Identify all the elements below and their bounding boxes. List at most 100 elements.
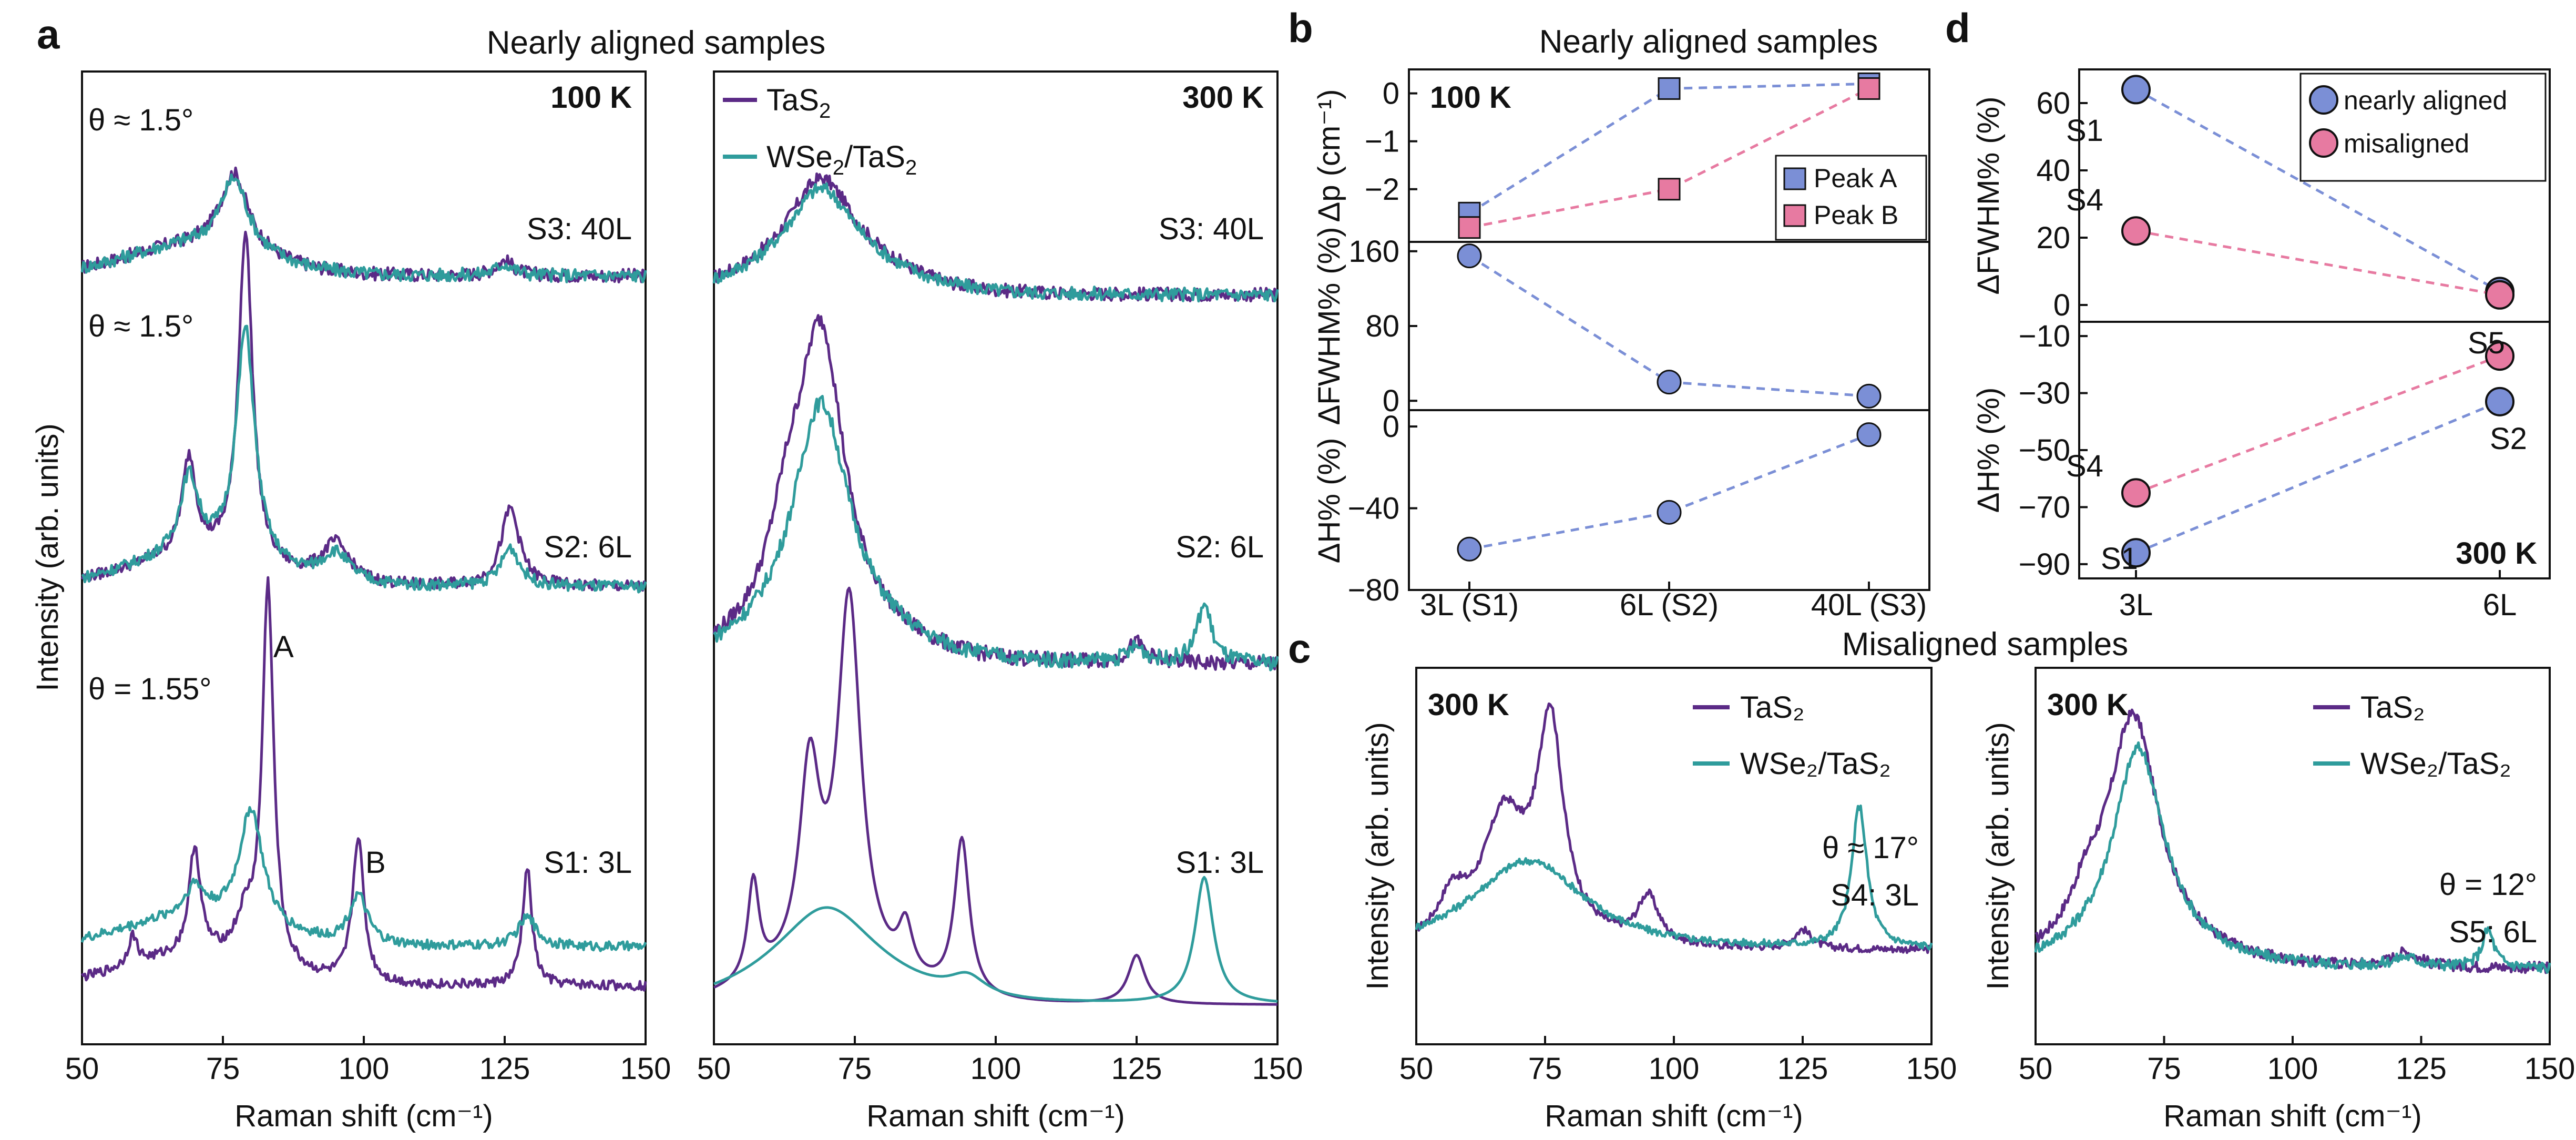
label-d-s1-bot: S1	[2101, 542, 2138, 576]
frame-c-right	[2035, 667, 2551, 1045]
ylabel-b-h: ΔH% (%)	[1312, 438, 1346, 564]
x-tick-label-3: 125	[1777, 1052, 1828, 1086]
label-d-s4-bot: S4	[2066, 449, 2103, 483]
y-tick-label-d: 20	[2036, 221, 2070, 255]
plot-b: 0 −1 −2 0 80 160 0 −40 −80	[1348, 72, 1882, 607]
xtick-b-2: 40L (S3)	[1811, 588, 1927, 622]
series-line-2	[712, 314, 1278, 671]
legend-aligned: nearly aligned	[2344, 86, 2507, 115]
series-line-0	[1415, 702, 1933, 954]
curves-a-300k	[712, 172, 1279, 1006]
series-line-1	[80, 173, 647, 283]
legend-tas2-cl: TaS₂	[1740, 690, 1804, 725]
peak-label-b: B	[365, 846, 386, 880]
panel-letter-c: c	[1288, 625, 1311, 671]
marker-1-0-1	[1657, 370, 1682, 395]
panel-letter-b: b	[1288, 5, 1313, 51]
marker-2-0-2	[1856, 422, 1882, 447]
sample-s3-a-100k: S3: 40L	[527, 212, 632, 246]
x-tick-label-1: 75	[838, 1052, 872, 1086]
frame-d	[2078, 68, 2551, 579]
x-tick-label-4: 150	[620, 1052, 671, 1086]
x-tick-label-2: 100	[2267, 1052, 2318, 1086]
marker-0-1-0	[1458, 216, 1481, 239]
plot-d: 0 20 40 60 −10 −30 −50 −70 −90	[2019, 75, 2514, 582]
legend-wse2-b: /TaS	[844, 140, 905, 174]
series-line-3	[81, 324, 647, 594]
title-c-left: 300 K	[1428, 688, 1509, 722]
legend-swatch-aligned	[2309, 85, 2338, 115]
ylabel-c-right: Intensity (arb. units)	[1981, 722, 2015, 990]
marker-2-0-1	[1657, 500, 1682, 525]
y-tick-label: −1	[1365, 125, 1399, 159]
theta-s3-a-100k: θ ≈ 1.5°	[88, 103, 193, 137]
sample-s2-a-300k: S2: 6L	[1175, 530, 1264, 564]
theta-s1-a-100k: θ = 1.55°	[88, 672, 211, 706]
curves-c-left	[1415, 702, 1933, 954]
label-d-s1-top: S1	[2066, 114, 2103, 148]
x-tick-label-3: 125	[1111, 1052, 1162, 1086]
legend-swatch-peak-a	[1783, 167, 1806, 190]
panel-letter-d: d	[1945, 5, 1970, 51]
panel-letter-a: a	[37, 11, 60, 57]
y-tick-label-d: −70	[2019, 490, 2070, 524]
legend-tas2-main: TaS	[766, 83, 819, 117]
curves-a-100k	[80, 166, 647, 992]
marker-0-0-1	[1658, 77, 1681, 100]
y-tick-label: 0	[1383, 384, 1399, 418]
legend-peak-b: Peak B	[1814, 200, 1898, 230]
legend-tas2-cr: TaS₂	[2360, 690, 2425, 725]
ylabel-b-fwhm: ΔFWHM% (%)	[1312, 227, 1346, 425]
y-tick-label: 0	[1383, 77, 1399, 111]
y-tick-label-d: −30	[2019, 376, 2070, 411]
xlabel-c-left: Raman shift (cm⁻¹)	[1545, 1099, 1803, 1133]
xlabel-a-100k: Raman shift (cm⁻¹)	[234, 1099, 493, 1133]
xlabel-c-right: Raman shift (cm⁻¹)	[2163, 1099, 2421, 1133]
series-line-1	[2034, 741, 2551, 974]
series-line-3	[713, 395, 1279, 671]
ylabel-a: Intensity (arb. units)	[30, 423, 65, 691]
x-tick-label-4: 150	[1906, 1052, 1957, 1086]
x-tick-label-0: 50	[65, 1052, 99, 1086]
series-line-1	[712, 182, 1279, 303]
legend-swatch-peak-b	[1783, 204, 1806, 227]
x-tick-label-1: 75	[2147, 1052, 2181, 1086]
theta-c-left: θ ≈ 17°	[1822, 831, 1919, 865]
y-tick-label-d: −10	[2019, 319, 2070, 353]
y-tick-label-d: −50	[2019, 433, 2070, 467]
marker-d-0-1-1	[2485, 280, 2514, 310]
label-d-s5: S5	[2468, 326, 2505, 360]
marker-1-0-0	[1457, 243, 1482, 269]
ylabel-d-h: ΔH% (%)	[1971, 388, 2006, 513]
series-line-d-1-1	[2135, 354, 2500, 494]
marker-d-0-1-0	[2121, 216, 2151, 246]
marker-1-0-2	[1856, 383, 1882, 409]
legend-box-d	[2299, 73, 2547, 182]
legend-wse2-cr: WSe₂/TaS₂	[2360, 747, 2511, 781]
legend-misaligned: misaligned	[2344, 129, 2469, 158]
xtick-b-1: 6L (S2)	[1620, 588, 1719, 622]
x-tick-label-0: 50	[1399, 1052, 1434, 1086]
section-title-b: Nearly aligned samples	[1539, 24, 1878, 60]
ylabel-c-left: Intensity (arb. units)	[1361, 722, 1395, 990]
x-tick-label-4: 150	[1252, 1052, 1303, 1086]
xticks-a-300k: 50 75 100 125 150	[697, 1036, 1303, 1086]
series-line-d-1-0	[2135, 400, 2500, 554]
title-a-300k: 300 K	[1182, 80, 1264, 115]
marker-0-1-2	[1857, 77, 1880, 100]
marker-d-1-1-0	[2121, 478, 2151, 508]
x-tick-label-3: 125	[479, 1052, 530, 1086]
panel-d: 0 20 40 60 −10 −30 −50 −70 −90 nearly aligned mi…	[1971, 68, 2551, 622]
x-tick-label-2: 100	[1649, 1052, 1700, 1086]
xtick-b-0: 3L (S1)	[1420, 588, 1519, 622]
legend-peak-a: Peak A	[1814, 164, 1897, 193]
panel-a-100k: 50 75 100 125 150 100 K θ ≈ 1.5° θ ≈ 1.5° θ …	[30, 70, 671, 1133]
series-line-4	[80, 576, 647, 992]
ylabel-b-dp: Δp (cm⁻¹)	[1312, 89, 1346, 222]
xtick-d-0: 3L	[2119, 588, 2153, 622]
series-line-1	[1415, 805, 1933, 951]
marker-d-1-0-1	[2485, 386, 2514, 416]
x-tick-label-1: 75	[1528, 1052, 1562, 1086]
label-d-s2: S2	[2490, 422, 2527, 456]
